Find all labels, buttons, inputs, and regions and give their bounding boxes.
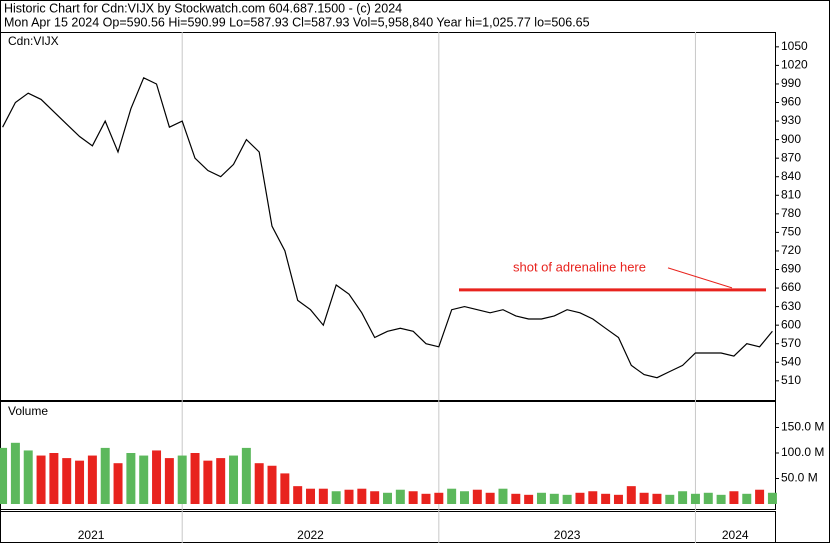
y-tick-label: 600 [781, 317, 801, 331]
volume-bar [241, 447, 251, 504]
volume-bar [100, 447, 110, 504]
y-tick-label: 1020 [781, 58, 808, 72]
volume-bar [690, 493, 700, 504]
volume-bar [742, 493, 752, 504]
volume-bar [652, 493, 662, 504]
volume-bar [613, 494, 623, 504]
volume-bar [152, 450, 162, 504]
price-panel [0, 32, 776, 401]
annotation-pointer [667, 267, 733, 289]
volume-bar [10, 442, 20, 504]
volume-bar [459, 491, 469, 504]
volume-bar [36, 455, 46, 504]
volume-bar [113, 463, 123, 504]
volume-bar [421, 493, 431, 504]
volume-bar [0, 447, 8, 504]
y-tick-label: 750 [781, 225, 801, 239]
volume-bar [767, 492, 777, 504]
y-tick-label: 720 [781, 243, 801, 257]
volume-bar [344, 489, 354, 504]
x-tick-label: 2024 [722, 528, 749, 542]
volume-bar [755, 489, 765, 504]
y-tick-label: 870 [781, 150, 801, 164]
volume-bar [62, 458, 72, 504]
volume-bar [511, 493, 521, 504]
header-line: Historic Chart for Cdn:VIJX by Stockwatc… [4, 1, 402, 15]
volume-label: Volume [8, 404, 48, 418]
volume-bar [498, 488, 508, 504]
y-tick-label: 900 [781, 132, 801, 146]
y-tick-label: 990 [781, 76, 801, 90]
volume-bar [229, 455, 239, 504]
y-tick-label: 930 [781, 113, 801, 127]
volume-bar [23, 450, 33, 504]
y-tick-label: 570 [781, 336, 801, 350]
volume-bar [139, 455, 149, 504]
volume-bar [601, 493, 611, 504]
volume-bar [203, 460, 213, 504]
volume-bar [524, 494, 534, 504]
volume-bar [485, 492, 495, 504]
volume-bar [216, 458, 226, 504]
volume-bar [75, 460, 85, 504]
y-tick-label: 840 [781, 169, 801, 183]
volume-bar [665, 494, 675, 504]
volume-bar [472, 489, 482, 504]
volume-bar [87, 455, 97, 504]
volume-bar [370, 491, 380, 504]
volume-bar [626, 486, 636, 504]
x-tick-label: 2021 [78, 528, 105, 542]
volume-bar [575, 492, 585, 504]
x-tick-label: 2022 [297, 528, 324, 542]
y-tick-label: 1050 [781, 39, 808, 53]
x-tick-label: 2023 [554, 528, 581, 542]
volume-bar [164, 458, 174, 504]
volume-bar [729, 491, 739, 504]
volume-bar [331, 491, 341, 504]
y-tick-label: 50.0 M [781, 471, 818, 485]
volume-bar [293, 486, 303, 504]
volume-bar [190, 453, 200, 504]
volume-bar [254, 463, 264, 504]
volume-bar [536, 492, 546, 504]
y-tick-label: 100.0 M [781, 445, 824, 459]
y-tick-label: 510 [781, 373, 801, 387]
volume-bar [383, 492, 392, 504]
volume-bar [562, 494, 572, 504]
y-tick-label: 960 [781, 95, 801, 109]
volume-bar [549, 493, 559, 504]
y-tick-label: 630 [781, 299, 801, 313]
volume-bar [49, 453, 59, 504]
volume-bar [280, 473, 290, 504]
y-tick-label: 540 [781, 354, 801, 368]
volume-bar [267, 465, 277, 504]
y-tick-label: 810 [781, 187, 801, 201]
y-tick-label: 690 [781, 262, 801, 276]
y-tick-label: 660 [781, 280, 801, 294]
volume-bar [678, 491, 688, 504]
price-line [2, 76, 773, 379]
volume-bar [639, 492, 649, 504]
header-line: Mon Apr 15 2024 Op=590.56 Hi=590.99 Lo=5… [4, 15, 590, 29]
volume-bar [703, 492, 713, 504]
y-tick-label: 150.0 M [781, 420, 824, 434]
volume-bar [447, 488, 457, 504]
volume-bar [126, 453, 136, 504]
volume-bar [408, 491, 418, 504]
volume-bar [434, 492, 444, 504]
volume-bar [357, 488, 367, 504]
volume-bar [306, 488, 316, 504]
symbol-label: Cdn:VIJX [8, 34, 59, 48]
volume-bar [588, 491, 598, 504]
volume-bar [716, 494, 726, 504]
y-tick-label: 780 [781, 206, 801, 220]
volume-bar [177, 455, 187, 504]
volume-bar [395, 489, 405, 504]
volume-bar [318, 488, 328, 504]
annotation-text: shot of adrenaline here [513, 259, 646, 274]
